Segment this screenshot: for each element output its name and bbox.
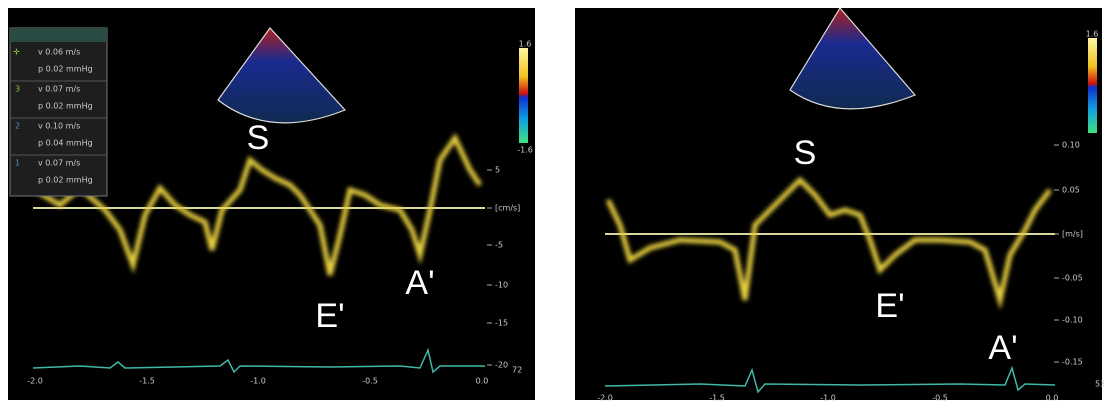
velocity: v 0.06 m/s [38, 48, 80, 57]
y-tick-label: -0.15 [1062, 358, 1083, 367]
marker-cross: ✛ [13, 48, 20, 57]
y-tick-label: -15 [495, 319, 508, 328]
marker-number: 2 [15, 122, 20, 131]
y-tick-label: -0.05 [1062, 274, 1083, 283]
pressure: p 0.02 mmHg [38, 65, 93, 74]
color-scale-label: 1.6 [1086, 30, 1099, 39]
wave-label: E' [875, 287, 904, 325]
doppler-trace [33, 132, 483, 276]
doppler-trace [605, 176, 1052, 310]
x-tick-label: -1.0 [250, 377, 266, 386]
x-tick-label: -0.5 [932, 394, 948, 403]
color-bar [519, 48, 528, 143]
color-bar [1088, 38, 1097, 133]
velocity: v 0.07 m/s [38, 85, 80, 94]
wave-label: S [247, 119, 270, 157]
heart-rate: 72 [512, 366, 522, 375]
x-tick-label: 0.0 [1046, 394, 1059, 403]
x-tick-label: -2.0 [27, 377, 43, 386]
marker-number: 1 [15, 159, 20, 168]
x-tick-label: -2.0 [597, 394, 613, 403]
pressure: p 0.04 mmHg [38, 139, 93, 148]
y-tick-label: [m/s] [1062, 230, 1083, 239]
color-scale-label: -1.6 [517, 146, 533, 155]
echo-sector [789, 6, 917, 110]
measurement-box [9, 27, 108, 197]
ecg-trace [604, 365, 1056, 394]
measurement-header [10, 28, 107, 42]
x-tick-label: 0.0 [476, 377, 489, 386]
y-tick-label: -10 [495, 281, 508, 290]
y-tick-label: -20 [495, 361, 508, 370]
ecg-trace [32, 347, 485, 374]
x-tick-label: -1.0 [820, 394, 836, 403]
heart-rate: 53 [1095, 380, 1104, 389]
wave-label: S [794, 134, 817, 172]
wave-label: A' [988, 329, 1017, 367]
x-tick-label: -1.5 [139, 377, 155, 386]
y-tick-label: 5 [495, 166, 500, 175]
marker-number: 3 [15, 85, 20, 94]
y-tick-label: 0.10 [1062, 141, 1080, 150]
y-tick-label: 0.05 [1062, 186, 1080, 195]
wave-label: A' [405, 264, 434, 302]
velocity: v 0.10 m/s [38, 122, 80, 131]
echo-sector [217, 27, 347, 124]
pressure: p 0.02 mmHg [38, 176, 93, 185]
x-tick-label: -1.5 [709, 394, 725, 403]
y-tick-label: -5 [495, 241, 503, 250]
y-tick-label: [cm/s] [495, 204, 520, 213]
velocity: v 0.07 m/s [38, 159, 80, 168]
y-tick-label: -0.10 [1062, 316, 1083, 325]
pressure: p 0.02 mmHg [38, 102, 93, 111]
x-tick-label: -0.5 [362, 377, 378, 386]
color-scale-label: 1.6 [519, 40, 532, 49]
wave-label: E' [315, 297, 344, 335]
